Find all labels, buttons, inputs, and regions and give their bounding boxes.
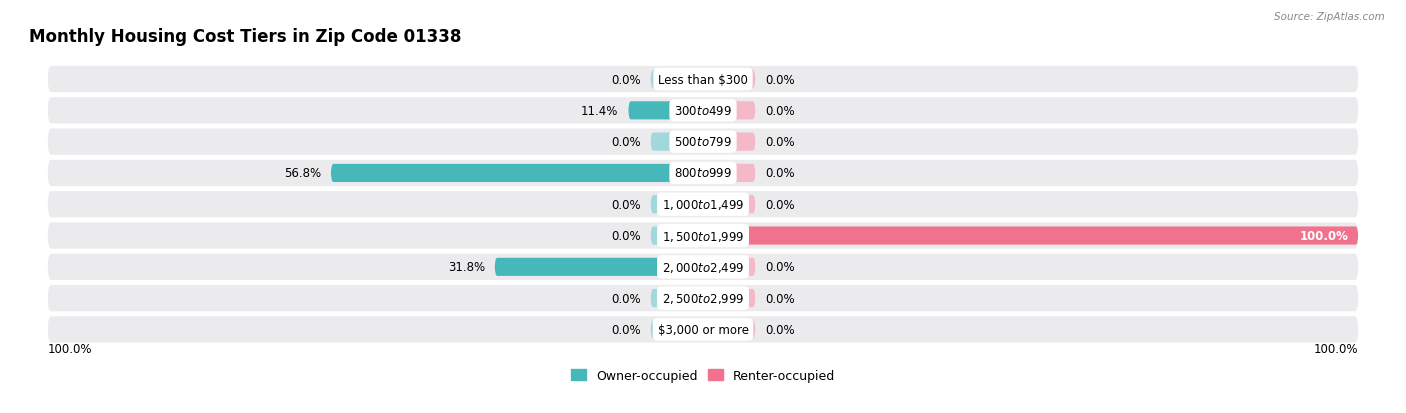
FancyBboxPatch shape [703, 320, 755, 339]
FancyBboxPatch shape [651, 290, 703, 307]
FancyBboxPatch shape [651, 133, 703, 151]
Text: Monthly Housing Cost Tiers in Zip Code 01338: Monthly Housing Cost Tiers in Zip Code 0… [28, 28, 461, 46]
FancyBboxPatch shape [48, 316, 1358, 343]
FancyBboxPatch shape [48, 98, 1358, 124]
Text: $300 to $499: $300 to $499 [673, 104, 733, 118]
Text: 100.0%: 100.0% [1313, 342, 1358, 355]
FancyBboxPatch shape [703, 196, 755, 214]
Text: 0.0%: 0.0% [765, 74, 794, 86]
Text: Less than $300: Less than $300 [658, 74, 748, 86]
Text: 0.0%: 0.0% [612, 230, 641, 242]
FancyBboxPatch shape [703, 133, 755, 151]
Text: 11.4%: 11.4% [581, 104, 619, 118]
FancyBboxPatch shape [651, 71, 703, 89]
Text: $2,000 to $2,499: $2,000 to $2,499 [662, 260, 744, 274]
Text: Source: ZipAtlas.com: Source: ZipAtlas.com [1274, 12, 1385, 22]
Text: 0.0%: 0.0% [612, 74, 641, 86]
Text: 0.0%: 0.0% [612, 323, 641, 336]
Legend: Owner-occupied, Renter-occupied: Owner-occupied, Renter-occupied [567, 364, 839, 387]
FancyBboxPatch shape [651, 196, 703, 214]
FancyBboxPatch shape [703, 258, 755, 276]
FancyBboxPatch shape [703, 227, 1358, 245]
FancyBboxPatch shape [48, 254, 1358, 280]
FancyBboxPatch shape [703, 290, 755, 307]
Text: $500 to $799: $500 to $799 [673, 136, 733, 149]
Text: 0.0%: 0.0% [765, 323, 794, 336]
Text: 0.0%: 0.0% [765, 198, 794, 211]
FancyBboxPatch shape [703, 71, 755, 89]
FancyBboxPatch shape [48, 192, 1358, 218]
Text: 0.0%: 0.0% [612, 136, 641, 149]
FancyBboxPatch shape [651, 227, 703, 245]
Text: 0.0%: 0.0% [612, 292, 641, 305]
Text: 0.0%: 0.0% [765, 104, 794, 118]
FancyBboxPatch shape [48, 285, 1358, 311]
FancyBboxPatch shape [703, 102, 755, 120]
FancyBboxPatch shape [330, 164, 703, 183]
Text: 100.0%: 100.0% [1299, 230, 1348, 242]
Text: 0.0%: 0.0% [765, 136, 794, 149]
Text: 0.0%: 0.0% [765, 261, 794, 274]
Text: 0.0%: 0.0% [612, 198, 641, 211]
Text: $2,500 to $2,999: $2,500 to $2,999 [662, 292, 744, 305]
Text: 56.8%: 56.8% [284, 167, 321, 180]
FancyBboxPatch shape [48, 67, 1358, 93]
FancyBboxPatch shape [651, 320, 703, 339]
Text: 0.0%: 0.0% [765, 167, 794, 180]
Text: $1,500 to $1,999: $1,500 to $1,999 [662, 229, 744, 243]
FancyBboxPatch shape [48, 129, 1358, 155]
Text: $800 to $999: $800 to $999 [673, 167, 733, 180]
FancyBboxPatch shape [703, 164, 755, 183]
FancyBboxPatch shape [495, 258, 703, 276]
Text: 0.0%: 0.0% [765, 292, 794, 305]
Text: $1,000 to $1,499: $1,000 to $1,499 [662, 198, 744, 212]
Text: $3,000 or more: $3,000 or more [658, 323, 748, 336]
Text: 31.8%: 31.8% [447, 261, 485, 274]
Text: 100.0%: 100.0% [48, 342, 93, 355]
FancyBboxPatch shape [48, 160, 1358, 187]
FancyBboxPatch shape [628, 102, 703, 120]
FancyBboxPatch shape [48, 223, 1358, 249]
